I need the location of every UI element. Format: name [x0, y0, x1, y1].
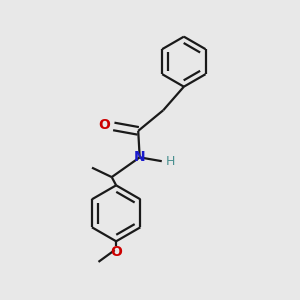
Text: O: O: [110, 244, 122, 259]
Text: H: H: [166, 155, 175, 168]
Text: N: N: [134, 150, 146, 164]
Text: O: O: [98, 118, 110, 132]
